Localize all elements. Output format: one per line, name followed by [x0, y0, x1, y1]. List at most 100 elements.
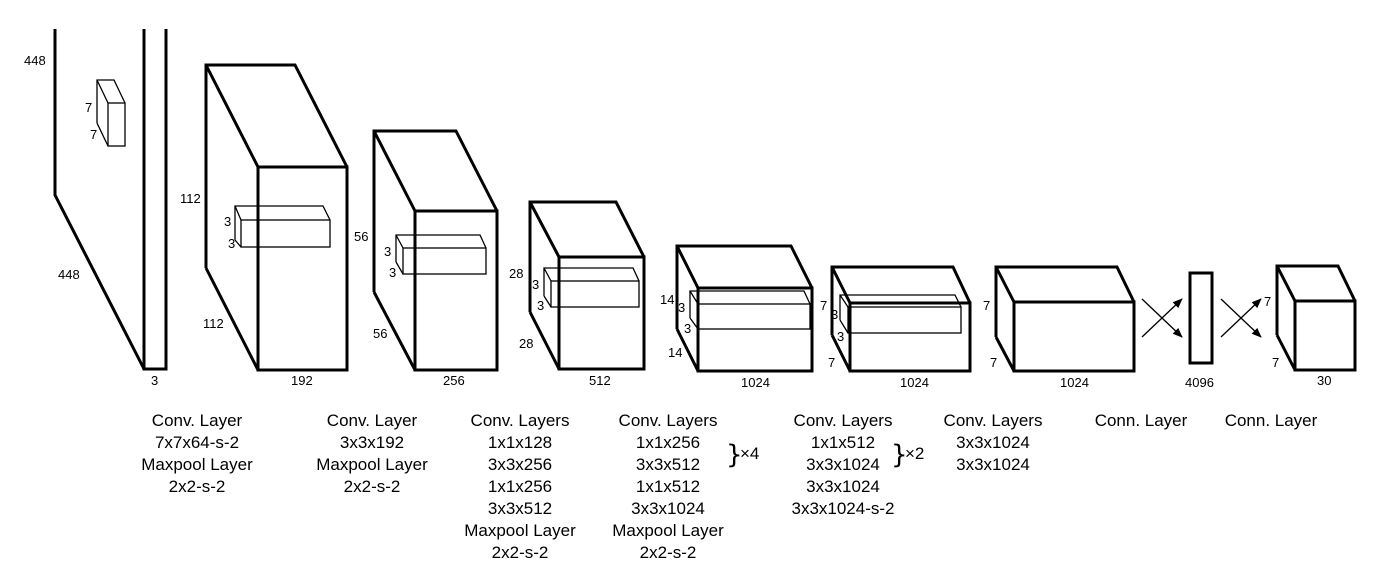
- dim-height: 56: [354, 229, 368, 244]
- caption-line: 7x7x64-s-2: [155, 433, 239, 452]
- layer-captions: Conv. Layer 7x7x64-s-2 Maxpool Layer 2x2-s-…: [141, 411, 1317, 562]
- dim-width: 112: [203, 316, 224, 331]
- repeat-count: ×4: [740, 444, 759, 463]
- block4-volume: 14 14 1024 3 3: [660, 244, 814, 390]
- dim-depth: 512: [589, 373, 611, 388]
- caption-line: 3x3x512: [636, 455, 700, 474]
- dim-height: 14: [660, 292, 674, 307]
- caption-line: Conn. Layer: [1095, 411, 1188, 430]
- caption-column-4: Conv. Layers 1x1x256 3x3x512 1x1x512 3x3x102…: [612, 411, 724, 562]
- repeat-count: ×2: [905, 444, 924, 463]
- caption-column-8: Conn. Layer: [1225, 411, 1318, 430]
- full-connection-arrows: [1141, 298, 1183, 338]
- caption-line: 1x1x512: [636, 477, 700, 496]
- kernel-3x3: [395, 234, 487, 275]
- caption-column-3: Conv. Layers 1x1x128 3x3x256 1x1x256 3x3x512…: [464, 411, 576, 562]
- caption-line: Maxpool Layer: [316, 455, 428, 474]
- caption-line: Conv. Layers: [471, 411, 570, 430]
- caption-line: Conv. Layers: [619, 411, 718, 430]
- dim-input-height: 448: [24, 53, 46, 68]
- caption-line: 3x3x1024: [956, 433, 1030, 452]
- dim-depth: 4096: [1185, 375, 1214, 390]
- caption-line: Maxpool Layer: [464, 521, 576, 540]
- dim-depth: 1024: [1060, 375, 1089, 390]
- caption-column-7: Conn. Layer: [1095, 411, 1188, 430]
- caption-line: 2x2-s-2: [640, 543, 697, 562]
- caption-line: Conv. Layers: [944, 411, 1043, 430]
- brace-icon: }: [726, 440, 743, 470]
- caption-line: Conv. Layer: [327, 411, 418, 430]
- dim-kernel-h: 3: [678, 300, 685, 315]
- repeat-block5: } ×2: [891, 440, 924, 470]
- dim-kernel-h: 3: [384, 244, 391, 259]
- block1-volume: 112 112 192 3 3: [180, 63, 349, 388]
- dim-kernel-h: 7: [85, 100, 92, 115]
- kernel-3x3: [839, 294, 962, 334]
- dim-kernel-w: 3: [389, 265, 396, 280]
- dim-height: 7: [1264, 294, 1271, 309]
- dim-height: 7: [820, 298, 827, 313]
- dim-kernel-w: 3: [837, 329, 844, 344]
- caption-line: 3x3x1024-s-2: [791, 499, 894, 518]
- dim-kernel-w: 3: [684, 321, 691, 336]
- caption-line: Conv. Layer: [152, 411, 243, 430]
- caption-line: Conv. Layers: [794, 411, 893, 430]
- dim-input-depth: 3: [151, 373, 158, 388]
- caption-line: 3x3x1024: [806, 477, 880, 496]
- caption-line: 1x1x128: [488, 433, 552, 452]
- caption-line: 2x2-s-2: [169, 477, 226, 496]
- caption-line: 3x3x1024: [806, 455, 880, 474]
- caption-line: 1x1x256: [636, 433, 700, 452]
- dim-depth: 256: [443, 373, 465, 388]
- dim-height: 112: [180, 191, 201, 206]
- dim-width: 14: [668, 345, 682, 360]
- dim-width: 7: [990, 355, 997, 370]
- brace-icon: }: [891, 440, 908, 470]
- caption-line: 3x3x192: [340, 433, 404, 452]
- block2-volume: 56 56 256 3 3: [354, 129, 499, 388]
- caption-column-6: Conv. Layers 3x3x1024 3x3x1024: [944, 411, 1043, 474]
- dim-kernel-h: 3: [831, 307, 838, 322]
- dim-input-width: 448: [58, 267, 80, 282]
- dim-kernel-w: 3: [228, 236, 235, 251]
- caption-line: 3x3x512: [488, 499, 552, 518]
- dim-kernel-w: 3: [537, 298, 544, 313]
- caption-line: 3x3x256: [488, 455, 552, 474]
- caption-line: 3x3x1024: [631, 499, 705, 518]
- dim-kernel-h: 3: [532, 277, 539, 292]
- block3-volume: 28 28 512 3 3: [509, 200, 646, 388]
- caption-column-5: Conv. Layers 1x1x512 3x3x1024 3x3x1024 3x3x1…: [791, 411, 894, 518]
- caption-column-2: Conv. Layer 3x3x192 Maxpool Layer 2x2-s-2: [316, 411, 428, 496]
- dim-width: 56: [373, 326, 387, 341]
- dim-depth: 1024: [900, 375, 929, 390]
- caption-line: Maxpool Layer: [612, 521, 724, 540]
- caption-line: Conn. Layer: [1225, 411, 1318, 430]
- dim-height: 28: [509, 266, 523, 281]
- caption-column-1: Conv. Layer 7x7x64-s-2 Maxpool Layer 2x2-s-…: [141, 411, 253, 496]
- output-volume: 7 7 30: [1264, 264, 1357, 388]
- caption-line: 1x1x512: [811, 433, 875, 452]
- kernel-3x3: [689, 290, 811, 330]
- kernel-7x7: [96, 79, 126, 147]
- kernel-3x3: [543, 267, 640, 308]
- dim-kernel-h: 3: [224, 214, 231, 229]
- caption-line: 2x2-s-2: [344, 477, 401, 496]
- caption-line: 2x2-s-2: [492, 543, 549, 562]
- dim-width: 28: [519, 336, 533, 351]
- dim-depth: 30: [1317, 373, 1331, 388]
- dim-depth: 192: [291, 373, 313, 388]
- dim-height: 7: [983, 298, 990, 313]
- block6-volume: 7 7 1024: [983, 265, 1136, 390]
- caption-line: 1x1x256: [488, 477, 552, 496]
- block5-volume: 7 7 1024 3 3: [820, 265, 972, 390]
- caption-line: 3x3x1024: [956, 455, 1030, 474]
- caption-line: Maxpool Layer: [141, 455, 253, 474]
- dim-width: 7: [828, 355, 835, 370]
- dim-kernel-w: 7: [90, 127, 97, 142]
- dim-depth: 1024: [741, 375, 770, 390]
- fc-layer-volume: 4096: [1185, 271, 1214, 390]
- input-image-volume: 448 448 3 7 7: [24, 29, 168, 388]
- kernel-3x3: [234, 205, 331, 248]
- dim-width: 7: [1272, 355, 1279, 370]
